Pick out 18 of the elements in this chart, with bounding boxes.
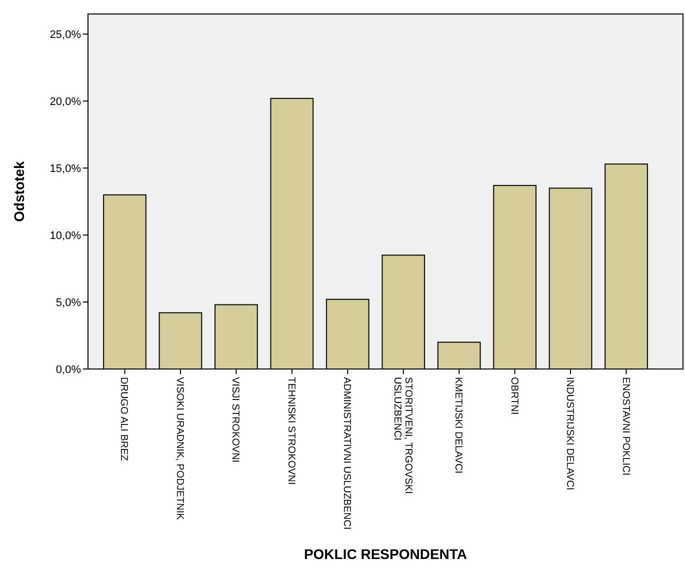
y-tick-label: 20,0% bbox=[50, 96, 82, 108]
x-tick-label: OBRTNI bbox=[508, 377, 520, 415]
y-tick-label: 25,0% bbox=[50, 28, 82, 41]
x-tick-label: VISJI STROKOVNI bbox=[230, 377, 241, 463]
x-tick-label: KMETIJSKI DELAVCI bbox=[452, 377, 464, 474]
y-tick-label: 0,0% bbox=[56, 364, 82, 376]
x-tick-label: TEHNISKI STROKOVNI bbox=[285, 377, 296, 485]
x-tick-label: STORITVENI, TRGOVSKI USLUZBENCI bbox=[391, 377, 414, 494]
x-tick-label: INDUSTRIJSKI DELAVCI bbox=[564, 377, 576, 490]
y-axis-title: Odstotek bbox=[11, 160, 27, 222]
x-tick-label: ADMINISTRATIVNI USLUZBENCI bbox=[341, 377, 352, 530]
y-tick-label: 15,0% bbox=[50, 162, 82, 175]
x-tick-label: VISOKI URADNIK, PODJETNIK bbox=[174, 377, 185, 520]
x-axis-title: POKLIC RESPONDENTA bbox=[304, 546, 468, 562]
x-tick-label: ENOSTAVNI POKLICI bbox=[620, 377, 631, 476]
y-tick-label: 5,0% bbox=[56, 296, 82, 309]
y-tick-label: 10,0% bbox=[50, 230, 82, 242]
x-tick-label: DRUGO ALI BREZ bbox=[118, 377, 130, 461]
